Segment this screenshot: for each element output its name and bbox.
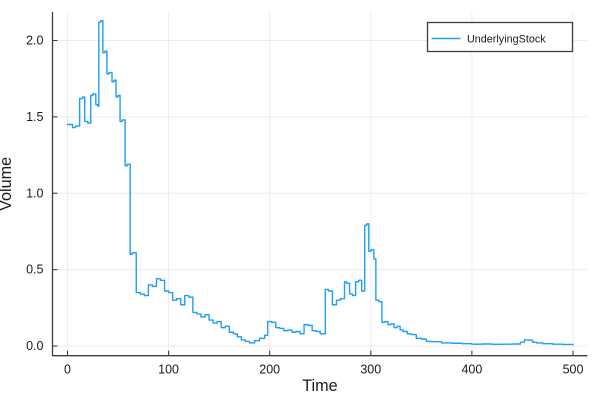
svg-text:300: 300 [360,363,381,377]
svg-text:0: 0 [64,363,71,377]
svg-text:1.0: 1.0 [26,186,43,200]
svg-text:100: 100 [158,363,179,377]
svg-text:0.5: 0.5 [26,263,43,277]
svg-text:Time: Time [302,377,337,395]
svg-text:0.0: 0.0 [26,339,43,353]
svg-text:500: 500 [563,363,584,377]
svg-text:200: 200 [259,363,280,377]
svg-text:Volume: Volume [0,157,15,211]
svg-text:2.0: 2.0 [26,34,43,48]
svg-text:UnderlyingStock: UnderlyingStock [467,33,546,45]
svg-text:1.5: 1.5 [26,110,43,124]
svg-text:400: 400 [461,363,482,377]
